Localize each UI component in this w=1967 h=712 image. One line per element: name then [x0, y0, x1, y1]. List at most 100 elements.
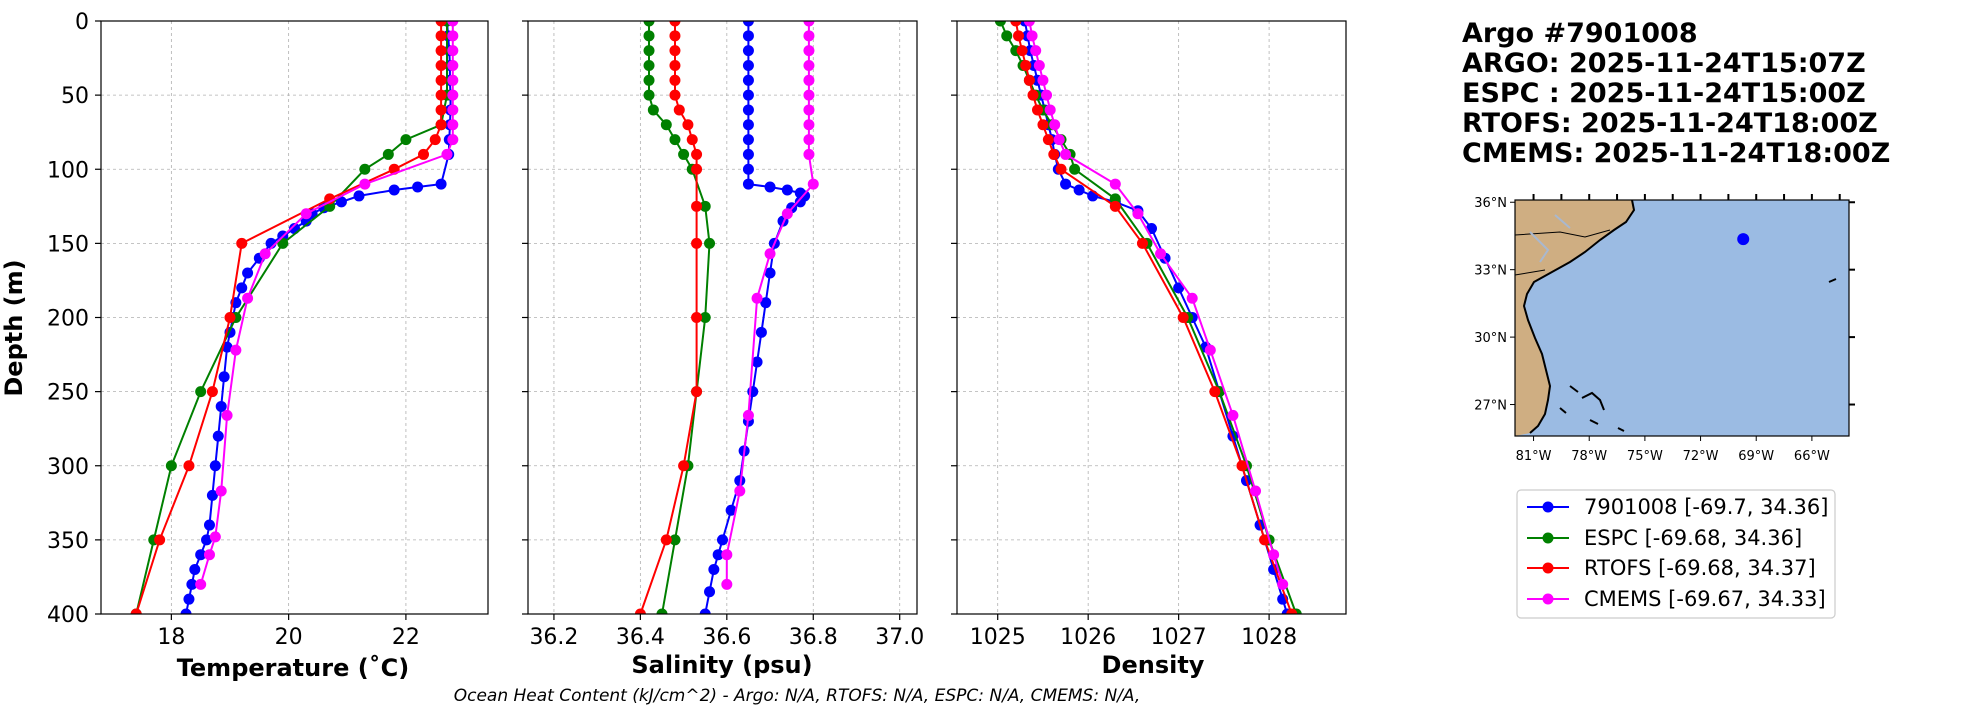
- legend-label: RTOFS [-69.68, 34.37]: [1584, 556, 1816, 580]
- data-point-cmems: [1060, 148, 1072, 160]
- data-point-espc: [643, 59, 655, 71]
- map-lat-label: 36°N: [1474, 196, 1507, 211]
- data-point-cmems: [447, 134, 459, 146]
- x-tick-label: 1028: [1241, 625, 1297, 650]
- data-point-cmems: [1033, 59, 1045, 71]
- series-group: [994, 21, 1302, 614]
- data-point-cmems: [803, 21, 815, 27]
- data-point-cmems: [1037, 74, 1049, 86]
- data-point-espc: [165, 460, 177, 472]
- data-point-cmems: [1204, 344, 1216, 356]
- data-point-espc: [994, 21, 1006, 27]
- data-point-rtofs: [691, 386, 703, 398]
- title-line: ESPC : 2025-11-24T15:00Z: [1462, 78, 1866, 109]
- legend-entry: ESPC [-69.68, 34.36]: [1527, 526, 1802, 550]
- x-tick-label: 37.0: [875, 625, 924, 650]
- data-point-cmems: [1049, 119, 1061, 131]
- x-tick-label: 36.2: [529, 625, 578, 650]
- data-point-cmems: [734, 485, 746, 497]
- data-point-7901008: [717, 534, 728, 546]
- map-lat-label: 27°N: [1474, 399, 1507, 414]
- data-point-rtofs: [634, 608, 646, 614]
- data-point-cmems: [447, 89, 459, 101]
- data-point-7901008: [742, 119, 754, 131]
- data-point-cmems: [1109, 178, 1121, 190]
- data-point-rtofs: [435, 104, 447, 116]
- data-point-7901008: [742, 45, 754, 57]
- data-point-7901008: [742, 59, 754, 71]
- data-point-rtofs: [1236, 460, 1248, 472]
- data-point-7901008: [755, 326, 767, 338]
- data-point-cmems: [447, 59, 459, 71]
- data-point-cmems: [1041, 89, 1053, 101]
- x-tick-label: 1027: [1151, 625, 1207, 650]
- x-tick-label: 18: [157, 625, 185, 650]
- data-point-7901008: [201, 534, 213, 546]
- bermuda-island: [1828, 278, 1837, 283]
- series-line-rtofs: [1014, 21, 1293, 614]
- data-point-espc: [643, 45, 655, 57]
- data-point-espc: [382, 148, 394, 160]
- map-lat-label: 33°N: [1474, 264, 1507, 279]
- data-point-rtofs: [669, 74, 681, 86]
- x-tick-label: 1025: [970, 625, 1026, 650]
- data-point-espc: [1069, 163, 1081, 175]
- data-point-cmems: [803, 104, 815, 116]
- x-tick-label: 22: [392, 625, 420, 650]
- map-lat-label: 30°N: [1474, 331, 1507, 346]
- legend-marker-espc: [1542, 532, 1554, 544]
- legend-frame: [1516, 489, 1836, 619]
- data-point-espc: [359, 163, 371, 175]
- data-point-rtofs: [435, 21, 447, 27]
- legend-label: ESPC [-69.68, 34.36]: [1584, 526, 1802, 550]
- title-line: Argo #7901008: [1462, 18, 1698, 49]
- data-point-rtofs: [682, 119, 694, 131]
- data-point-rtofs: [1023, 74, 1035, 86]
- data-point-cmems: [807, 178, 819, 190]
- data-point-7901008: [764, 181, 776, 193]
- data-point-cmems: [1053, 134, 1065, 146]
- map-ticks: 36°N 33°N 30°N 27°N 81°W 78°W 75°W 72°W 69°W 66°W: [1474, 194, 1855, 464]
- data-point-7901008: [335, 196, 347, 208]
- data-point-cmems: [751, 292, 763, 304]
- location-map: 36°N 33°N 30°N 27°N 81°W 78°W 75°W 72°W 69°W 66°W: [1474, 194, 1855, 464]
- data-point-espc: [643, 30, 655, 42]
- data-point-7901008: [708, 564, 720, 576]
- data-point-7901008: [725, 504, 737, 516]
- data-point-cmems: [195, 578, 207, 590]
- data-point-7901008: [180, 608, 192, 614]
- data-point-espc: [699, 200, 711, 212]
- data-point-7901008: [186, 578, 198, 590]
- data-point-7901008: [742, 148, 754, 160]
- data-point-espc: [699, 312, 711, 323]
- data-point-rtofs: [669, 30, 681, 42]
- data-point-cmems: [1023, 21, 1035, 27]
- data-point-cmems: [803, 59, 815, 71]
- data-point-7901008: [1073, 184, 1085, 196]
- data-point-cmems: [447, 21, 459, 27]
- data-point-7901008: [794, 196, 806, 208]
- data-point-espc: [704, 237, 716, 249]
- data-point-rtofs: [669, 59, 681, 71]
- data-point-7901008: [699, 608, 711, 614]
- data-point-cmems: [803, 74, 815, 86]
- data-point-rtofs: [1027, 89, 1039, 101]
- data-point-espc: [656, 608, 668, 614]
- bahamas-islands: [1559, 385, 1625, 432]
- y-tick-label: 150: [47, 232, 89, 257]
- data-point-7901008: [242, 267, 254, 279]
- data-point-rtofs: [224, 312, 236, 323]
- data-point-espc: [647, 104, 659, 116]
- ocean-heat-content-footer: Ocean Heat Content (kJ/cm^2) - Argo: N/A…: [454, 686, 1141, 706]
- data-point-rtofs: [1286, 608, 1298, 614]
- data-point-7901008: [1060, 178, 1072, 190]
- data-point-7901008: [353, 190, 365, 202]
- data-point-rtofs: [669, 89, 681, 101]
- data-point-cmems: [803, 30, 815, 42]
- legend-entry: CMEMS [-69.67, 34.33]: [1527, 587, 1826, 611]
- data-point-rtofs: [1010, 21, 1022, 27]
- data-point-cmems: [230, 344, 242, 356]
- map-lon-label: 75°W: [1627, 449, 1663, 464]
- data-point-cmems: [1250, 485, 1262, 497]
- density-panel: 1025 1026 1027 1028: [951, 20, 1347, 650]
